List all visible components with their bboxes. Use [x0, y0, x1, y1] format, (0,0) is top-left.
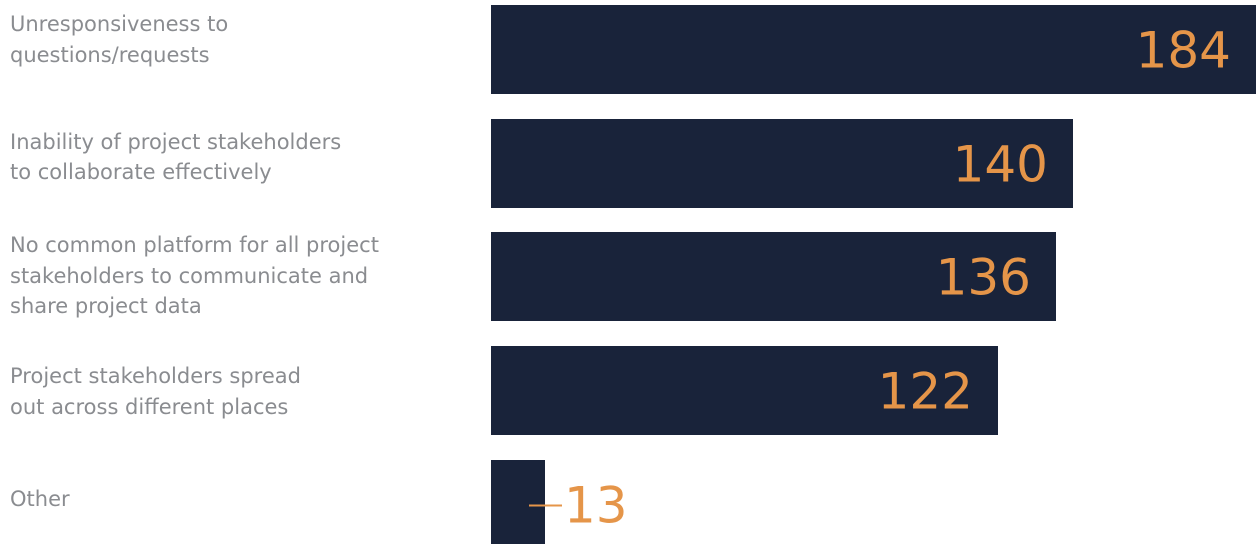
value-label-3: 136: [936, 249, 1031, 307]
value-label-4: 122: [878, 363, 973, 421]
category-label-4: Project stakeholders spread out across di…: [10, 364, 301, 419]
bar-2: [491, 119, 1073, 208]
value-label-2: 140: [953, 136, 1048, 194]
category-label-1: Unresponsiveness to questions/requests: [10, 12, 228, 67]
category-label-line: Unresponsiveness to: [10, 12, 228, 36]
category-label-line: out across different places: [10, 395, 288, 419]
value-labels-layer: 184 140 136 122 13: [529, 22, 1231, 535]
category-label-line: stakeholders to communicate and: [10, 264, 368, 288]
category-label-line: questions/requests: [10, 43, 210, 67]
value-label-1: 184: [1136, 22, 1231, 80]
category-label-line: Other: [10, 487, 70, 511]
category-label-5: Other: [10, 487, 70, 511]
bar-3: [491, 232, 1056, 321]
category-label-line: Project stakeholders spread: [10, 364, 301, 388]
category-labels-layer: Unresponsiveness to questions/requests Ina…: [10, 12, 379, 511]
category-label-line: to collaborate effectively: [10, 160, 272, 184]
bars-layer: [491, 5, 1256, 544]
category-label-2: Inability of project stakeholders to coll…: [10, 130, 341, 184]
category-label-line: No common platform for all project: [10, 233, 379, 257]
bar-4: [491, 346, 998, 435]
category-label-3: No common platform for all project stakeh…: [10, 233, 379, 318]
bar-5: [491, 460, 545, 544]
value-label-5: 13: [564, 477, 628, 535]
category-label-line: Inability of project stakeholders: [10, 130, 341, 154]
category-label-line: share project data: [10, 294, 202, 318]
bar-1: [491, 5, 1256, 94]
